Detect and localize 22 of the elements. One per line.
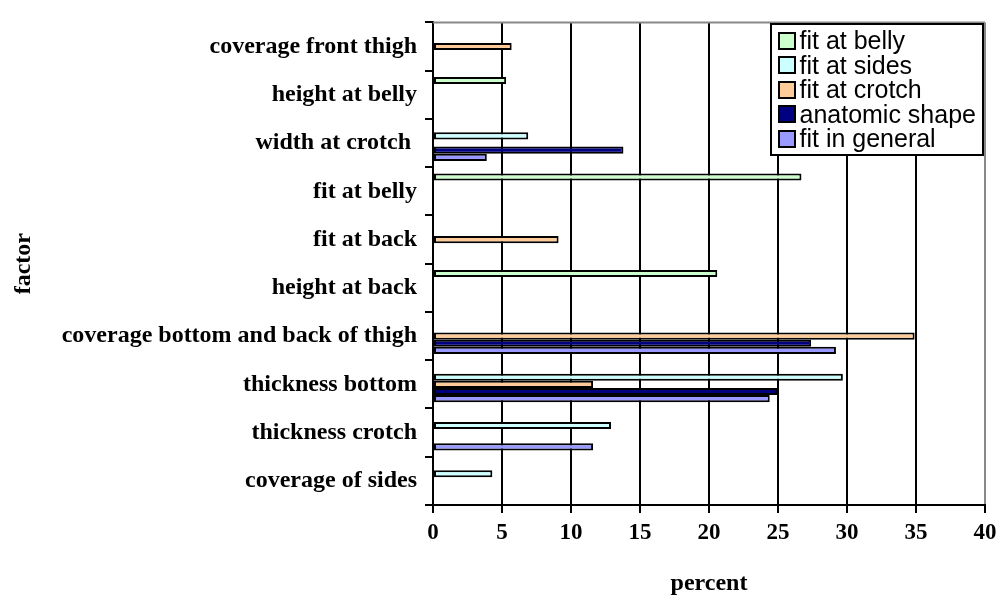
x-tick-label: 20 <box>697 518 721 544</box>
y-tick-label: coverage of sides <box>245 466 417 493</box>
y-tick-label: height at belly <box>271 79 417 106</box>
x-tick-label: 15 <box>628 518 652 544</box>
y-tick-label: fit at back <box>313 224 418 251</box>
y-tick-label: thickness bottom <box>242 369 417 396</box>
legend-label: fit at belly <box>799 26 906 55</box>
y-axis-title: factor <box>8 232 35 295</box>
x-tick-label: 5 <box>496 518 508 544</box>
x-tick-label: 10 <box>559 518 583 544</box>
x-tick-label: 25 <box>766 518 790 544</box>
y-tick-label: coverage front thigh <box>209 31 417 58</box>
y-tick-label: coverage bottom and back of thigh <box>61 321 417 348</box>
x-tick-label: 35 <box>904 518 928 544</box>
y-tick-label: width at crotch <box>255 128 417 155</box>
x-tick-label: 0 <box>427 518 439 544</box>
x-tick-label: 30 <box>835 518 859 544</box>
y-tick-label: fit at belly <box>313 176 417 203</box>
y-tick-label: thickness crotch <box>251 417 417 444</box>
y-tick-label: height at back <box>271 273 418 300</box>
x-axis-title: percent <box>670 568 748 595</box>
x-tick-label: 40 <box>973 518 997 544</box>
